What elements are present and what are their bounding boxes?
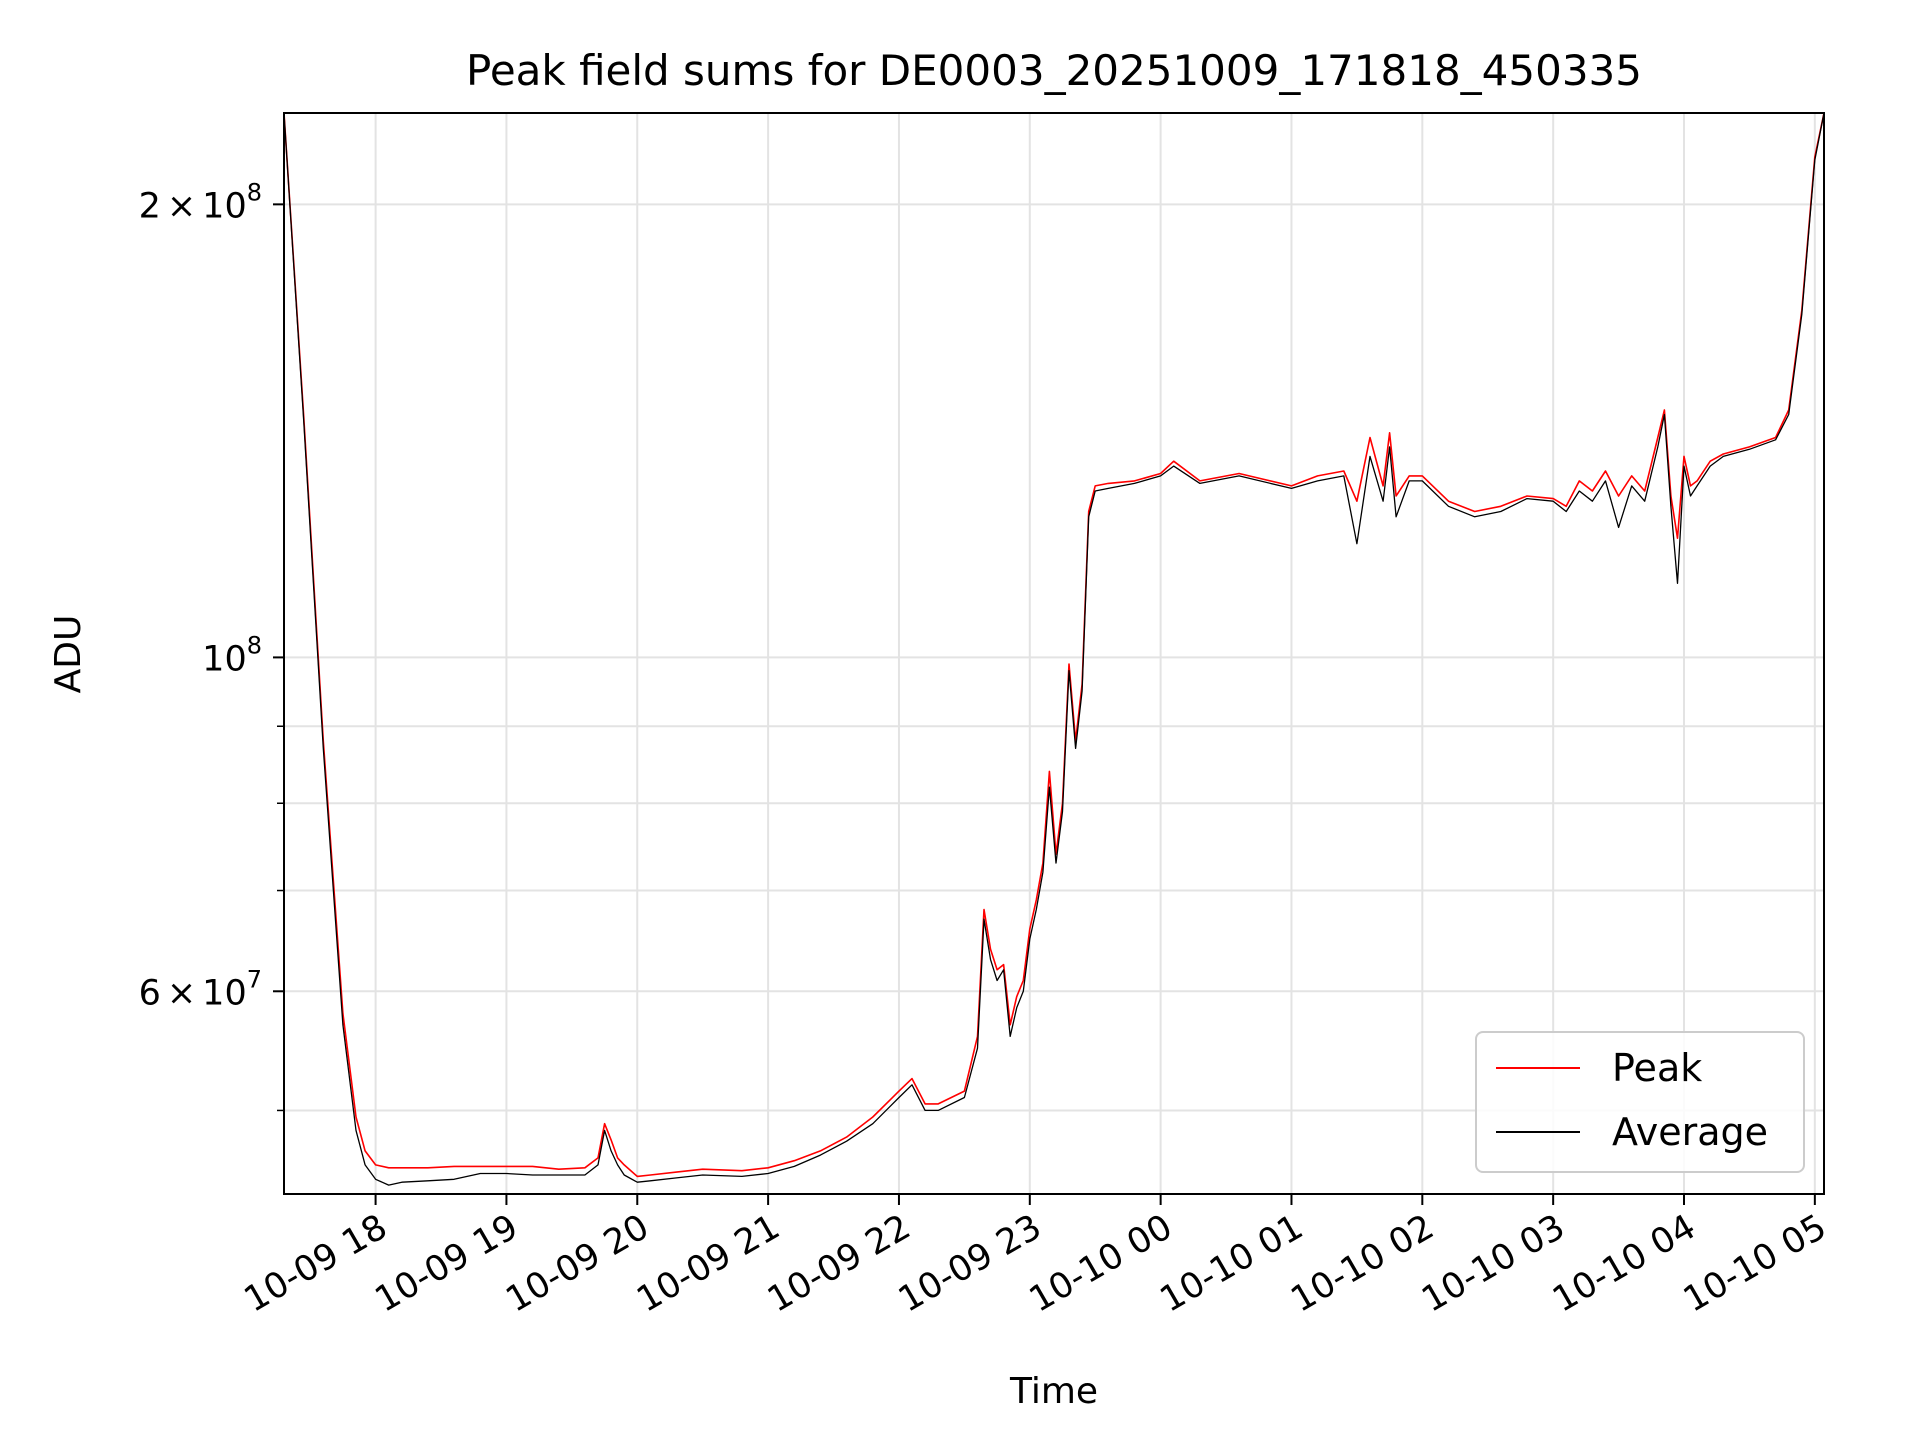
y-tick-mantissa: 6: [139, 973, 161, 1013]
y-axis-label: ADU: [48, 615, 89, 694]
legend: Peak Average: [1475, 1031, 1805, 1173]
plot-frame: [283, 112, 1825, 1195]
y-tick-mantissa: 2: [139, 186, 161, 226]
series-group: [283, 112, 1825, 1186]
series-peak-line: [283, 112, 1825, 1178]
chart-title: Peak field sums for DE0003_20251009_1718…: [466, 46, 1642, 95]
y-tick-label: 6 × 107: [139, 965, 262, 1013]
legend-average-label: Average: [1612, 1110, 1768, 1154]
y-tick-exponent: 8: [247, 631, 262, 659]
y-tick-exponent: 7: [247, 965, 262, 993]
y-tick-label: 2 × 108: [139, 178, 262, 226]
legend-peak-label: Peak: [1612, 1046, 1702, 1090]
y-axis: 2 × 108 108 6 × 107: [139, 178, 284, 1112]
series-average-line: [283, 112, 1825, 1186]
y-tick-exponent: 8: [247, 178, 262, 206]
x-axis-label: Time: [1009, 1371, 1098, 1412]
y-tick-label: 108: [202, 631, 262, 679]
